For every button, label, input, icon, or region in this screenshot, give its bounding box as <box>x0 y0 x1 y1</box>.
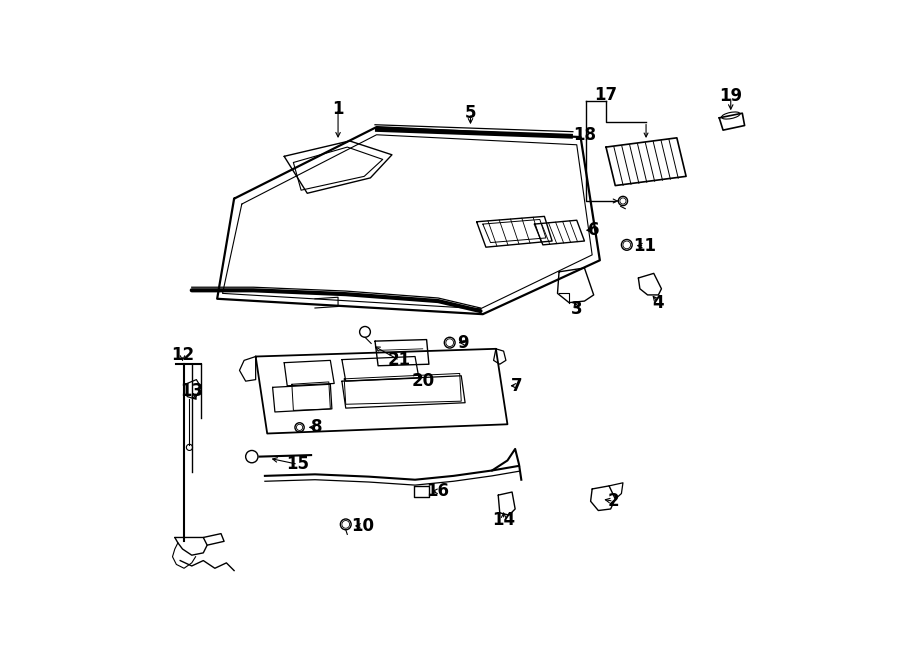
Text: 3: 3 <box>571 300 582 318</box>
Text: 10: 10 <box>351 517 374 535</box>
Text: 11: 11 <box>633 237 656 254</box>
Text: 18: 18 <box>573 126 596 143</box>
Text: 12: 12 <box>171 346 194 364</box>
Text: 1: 1 <box>332 100 344 118</box>
Text: 14: 14 <box>492 511 515 529</box>
Text: 20: 20 <box>411 372 435 390</box>
Text: 15: 15 <box>286 455 310 473</box>
Text: 5: 5 <box>464 104 476 122</box>
Text: 16: 16 <box>427 483 450 500</box>
Text: 9: 9 <box>457 334 469 352</box>
Text: 17: 17 <box>594 86 617 104</box>
Text: 6: 6 <box>588 221 599 239</box>
Text: 13: 13 <box>180 382 203 400</box>
Text: 2: 2 <box>608 492 619 510</box>
Text: 4: 4 <box>652 293 664 311</box>
Text: 21: 21 <box>388 352 411 369</box>
Text: 8: 8 <box>310 418 322 436</box>
Text: 19: 19 <box>719 87 742 105</box>
Text: 7: 7 <box>511 377 523 395</box>
